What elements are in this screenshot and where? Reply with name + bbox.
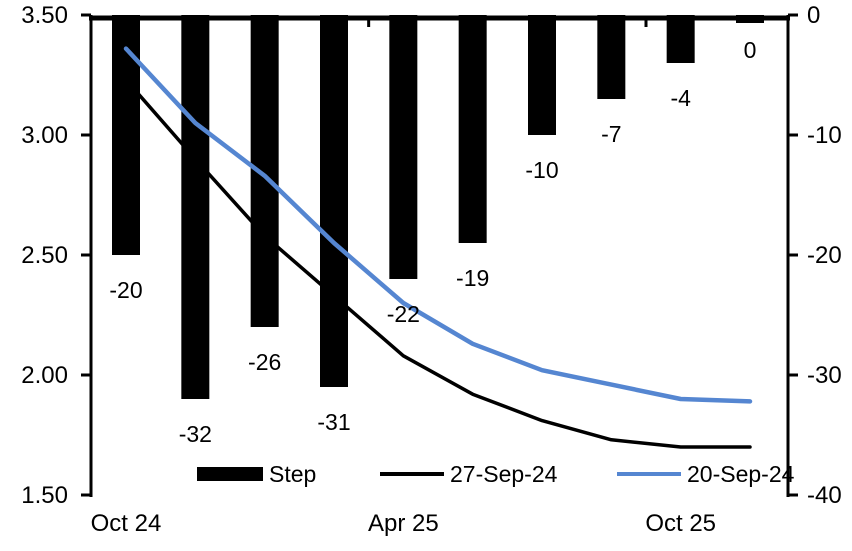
x-axis-label: Apr 25 [368,510,439,537]
legend-item-27-sep-24: 27-Sep-24 [380,458,557,490]
lines-group [123,46,753,449]
legend-bar-swatch [197,467,263,481]
bar-data-label: -26 [248,349,281,375]
bar-data-label: -4 [670,85,691,111]
x-axis-label: Oct 24 [91,510,162,537]
bar-data-label: 0 [744,37,757,63]
legend-label-step: Step [269,460,317,487]
left-axis-tick-label: 2.50 [21,242,68,269]
bar-data-label: -7 [601,121,621,147]
line-series-27-sep-24 [124,78,752,449]
right-axis-tick-label: -30 [807,362,842,389]
left-axis-tick-label: 3.00 [21,122,68,149]
legend-line-swatch [617,472,681,476]
axes-group [81,13,798,497]
right-axis-tick-label: -40 [807,482,842,509]
bar-step [597,15,626,99]
bar-step [112,15,140,255]
legend-item-step: Step [197,458,316,490]
left-axis-tick-label: 2.00 [21,362,68,389]
chart-legend: Step 27-Sep-24 20-Sep-24 [0,458,852,490]
right-axis-tick-label: 0 [807,2,820,29]
line-series-20-sep-24 [123,46,753,404]
bar-data-label: -32 [179,421,212,447]
x-axis-label: Oct 25 [645,510,716,537]
bar-step [666,15,695,63]
bar-data-label: -19 [456,265,489,291]
left-axis-tick-label: 1.50 [21,482,68,509]
bar-step [181,15,210,399]
right-axis-tick-label: -10 [807,122,842,149]
right-axis-tick-label: -20 [807,242,842,269]
bar-step [528,15,556,135]
bar-data-label: -22 [387,301,420,327]
labels-group: -20-32-26-31-22-19-10-7-403.503.002.502.… [21,2,841,537]
bar-step [389,15,418,279]
legend-label-27-sep-24: 27-Sep-24 [450,460,558,487]
left-axis-tick-label: 3.50 [21,2,68,29]
bar-data-label: -20 [109,277,142,303]
bar-step [320,15,348,387]
legend-label-20-sep-24: 20-Sep-24 [687,460,795,487]
legend-line-swatch [380,472,444,476]
bar-step [458,15,487,243]
bars-group [112,15,764,399]
legend-item-20-sep-24: 20-Sep-24 [617,458,794,490]
bar-data-label: -31 [317,409,350,435]
bar-data-label: -10 [525,157,558,183]
